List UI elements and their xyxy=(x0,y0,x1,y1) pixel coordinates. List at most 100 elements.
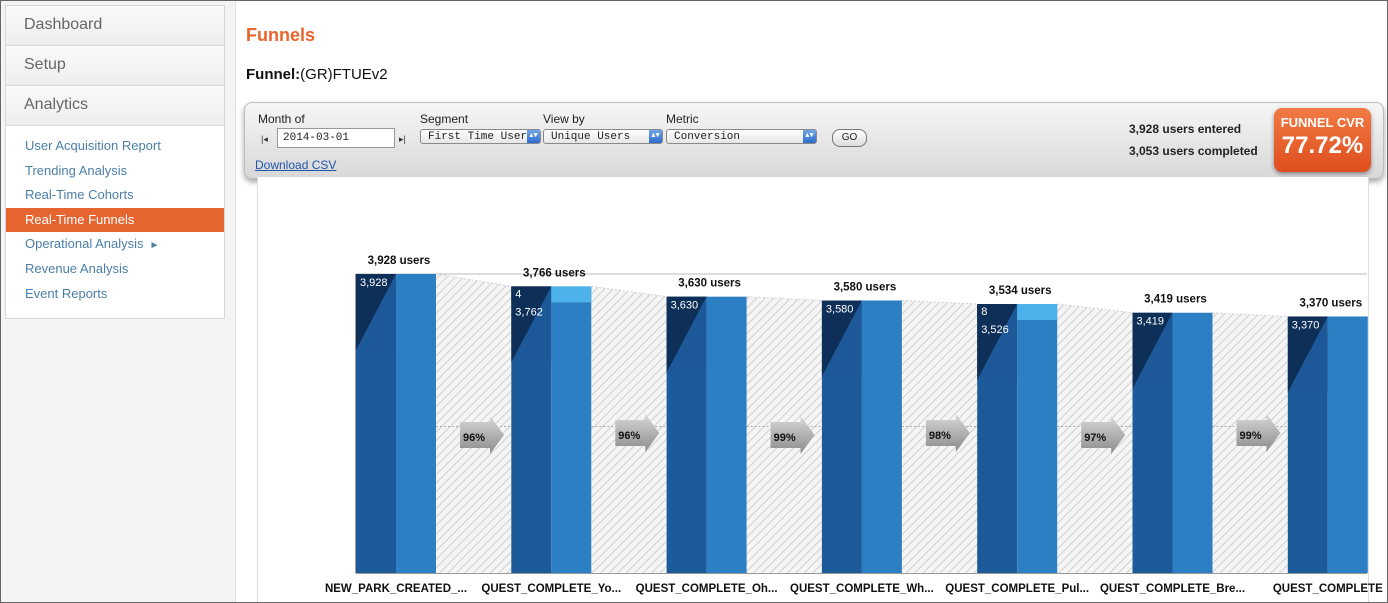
category-label: QUEST_COMPLETE_Pul... xyxy=(945,583,1089,595)
sidebar: Dashboard Setup Analytics User Acquisiti… xyxy=(5,5,225,319)
continuing-users-label: 3,928 xyxy=(360,277,388,289)
new-users-segment xyxy=(551,286,592,303)
continuing-users-label: 3,370 xyxy=(1292,319,1320,331)
sidebar-item-real-time-cohorts[interactable]: Real-Time Cohorts xyxy=(25,187,134,203)
funnel-name: (GR)FTUEv2 xyxy=(300,66,388,83)
new-users-segment xyxy=(1017,303,1058,320)
bar-total-label: 3,419 users xyxy=(1144,294,1207,306)
go-button[interactable]: GO xyxy=(832,129,867,147)
sidebar-item-trending-analysis[interactable]: Trending Analysis xyxy=(25,162,128,178)
drop-off-line xyxy=(901,299,978,305)
funnel-bar-right xyxy=(861,300,902,573)
segment-label: Segment xyxy=(420,112,469,126)
next-month-icon[interactable]: ▸| xyxy=(399,134,406,144)
funnel-bar-right xyxy=(396,274,436,573)
prev-month-icon[interactable]: |◂ xyxy=(261,134,268,144)
drop-off-line xyxy=(591,285,667,298)
category-label: QUEST_COMPLETE_Wh... xyxy=(790,583,934,595)
new-cap xyxy=(511,286,552,303)
bar-cap-shade xyxy=(356,274,396,350)
conversion-arrow-icon xyxy=(1081,416,1126,454)
month-label: Month of xyxy=(258,112,305,126)
select-arrows-icon: ▲▼ xyxy=(649,130,662,143)
bar-total-label: 3,370 users xyxy=(1299,297,1362,309)
conversion-rate-label: 99% xyxy=(774,432,796,444)
conversion-arrow-icon xyxy=(615,414,660,452)
nav-analytics[interactable]: Analytics xyxy=(6,86,224,126)
new-users-label: 8 xyxy=(981,306,987,318)
bar-total-label: 3,928 users xyxy=(368,255,431,267)
sidebar-item-operational-analysis[interactable]: Operational Analysis ► xyxy=(6,232,224,257)
bar-cap-shade xyxy=(977,303,1018,380)
metric-value: Conversion xyxy=(674,131,741,143)
nav-dashboard[interactable]: Dashboard xyxy=(6,6,224,46)
metric-select[interactable]: Conversion ▲▼ xyxy=(666,129,817,144)
funnel-name-line: Funnel:(GR)FTUEv2 xyxy=(246,66,388,83)
drop-off-line xyxy=(1057,303,1133,314)
select-arrows-icon: ▲▼ xyxy=(527,130,540,143)
submenu-arrow-icon: ► xyxy=(149,240,160,252)
sidebar-item-user-acquisition-report[interactable]: User Acquisition Report xyxy=(25,138,161,153)
funnel-cvr-badge: FUNNEL CVR 77.72% xyxy=(1274,108,1371,172)
category-label: QUEST_COMPLETE_Yo... xyxy=(481,583,621,595)
conversion-arrow-icon xyxy=(1236,414,1281,452)
bar-cap-shade xyxy=(511,286,552,363)
category-label: NEW_PARK_CREATED_... xyxy=(325,583,467,595)
new-cap xyxy=(977,303,1018,320)
bar-total-label: 3,766 users xyxy=(523,267,586,279)
bar-total-label: 3,630 users xyxy=(678,278,741,290)
new-users-label: 4 xyxy=(515,288,521,300)
conversion-arrow-icon xyxy=(770,416,815,454)
download-csv-link[interactable]: Download CSV xyxy=(255,158,337,172)
continuing-users-label: 3,419 xyxy=(1137,316,1165,328)
conversion-rate-label: 99% xyxy=(1240,430,1262,442)
continuing-users-label: 3,630 xyxy=(671,300,699,312)
sidebar-item-real-time-funnels[interactable]: Real-Time Funnels xyxy=(6,207,224,233)
users-entered: 3,928 users entered xyxy=(1129,122,1242,136)
segment-select[interactable]: First Time User ▲▼ xyxy=(420,129,541,144)
conversion-arrow-icon xyxy=(925,414,970,452)
category-label: QUEST_COMPLETE_Bre... xyxy=(1100,583,1245,595)
category-label: QUEST_COMPLETE_Oh... xyxy=(636,583,778,595)
conversion-rate-label: 96% xyxy=(463,432,485,444)
cvr-value: 77.72% xyxy=(1281,132,1364,159)
funnel-label: Funnel: xyxy=(246,66,301,83)
drop-off-line xyxy=(1212,312,1288,317)
metric-label: Metric xyxy=(666,112,699,126)
sidebar-item-revenue-analysis[interactable]: Revenue Analysis xyxy=(25,260,129,276)
continuing-users-label: 3,762 xyxy=(515,306,543,318)
conversion-rate-label: 97% xyxy=(1084,432,1106,444)
sidebar-item-label: Operational Analysis xyxy=(25,236,144,252)
page-title: Funnels xyxy=(246,25,316,45)
nav-setup[interactable]: Setup xyxy=(6,46,224,86)
analytics-subnav: User Acquisition Report Trending Analysi… xyxy=(6,126,224,306)
funnel-bar-right xyxy=(551,286,592,573)
bar-cap-shade xyxy=(1132,312,1173,389)
drop-off-line xyxy=(746,296,822,301)
bar-cap-shade xyxy=(1287,316,1328,393)
users-completed: 3,053 users completed xyxy=(1129,144,1258,158)
viewby-select[interactable]: Unique Users ▲▼ xyxy=(543,129,663,144)
funnel-bar-right xyxy=(1327,316,1368,573)
category-label: QUEST_COMPLETE xyxy=(1273,583,1383,595)
conversion-arrow-icon xyxy=(460,416,504,454)
bar-total-label: 3,580 users xyxy=(834,281,897,293)
cvr-label: FUNNEL CVR xyxy=(1280,115,1365,130)
viewby-value: Unique Users xyxy=(551,131,631,143)
continuing-users-label: 3,526 xyxy=(981,324,1009,336)
drop-off-line xyxy=(435,273,512,287)
bar-total-label: 3,534 users xyxy=(989,285,1052,297)
funnel-bar-right xyxy=(1172,312,1213,573)
bar-cap-shade xyxy=(666,296,707,373)
viewby-label: View by xyxy=(543,112,585,126)
sidebar-item-event-reports[interactable]: Event Reports xyxy=(25,285,108,301)
month-input[interactable]: 2014-03-01 xyxy=(277,128,395,148)
bar-cap-shade xyxy=(821,300,862,377)
conversion-rate-label: 96% xyxy=(618,430,640,442)
continuing-users-label: 3,580 xyxy=(826,303,854,315)
select-arrows-icon: ▲▼ xyxy=(803,130,816,143)
conversion-rate-label: 98% xyxy=(929,430,951,442)
segment-value: First Time User xyxy=(428,131,528,143)
